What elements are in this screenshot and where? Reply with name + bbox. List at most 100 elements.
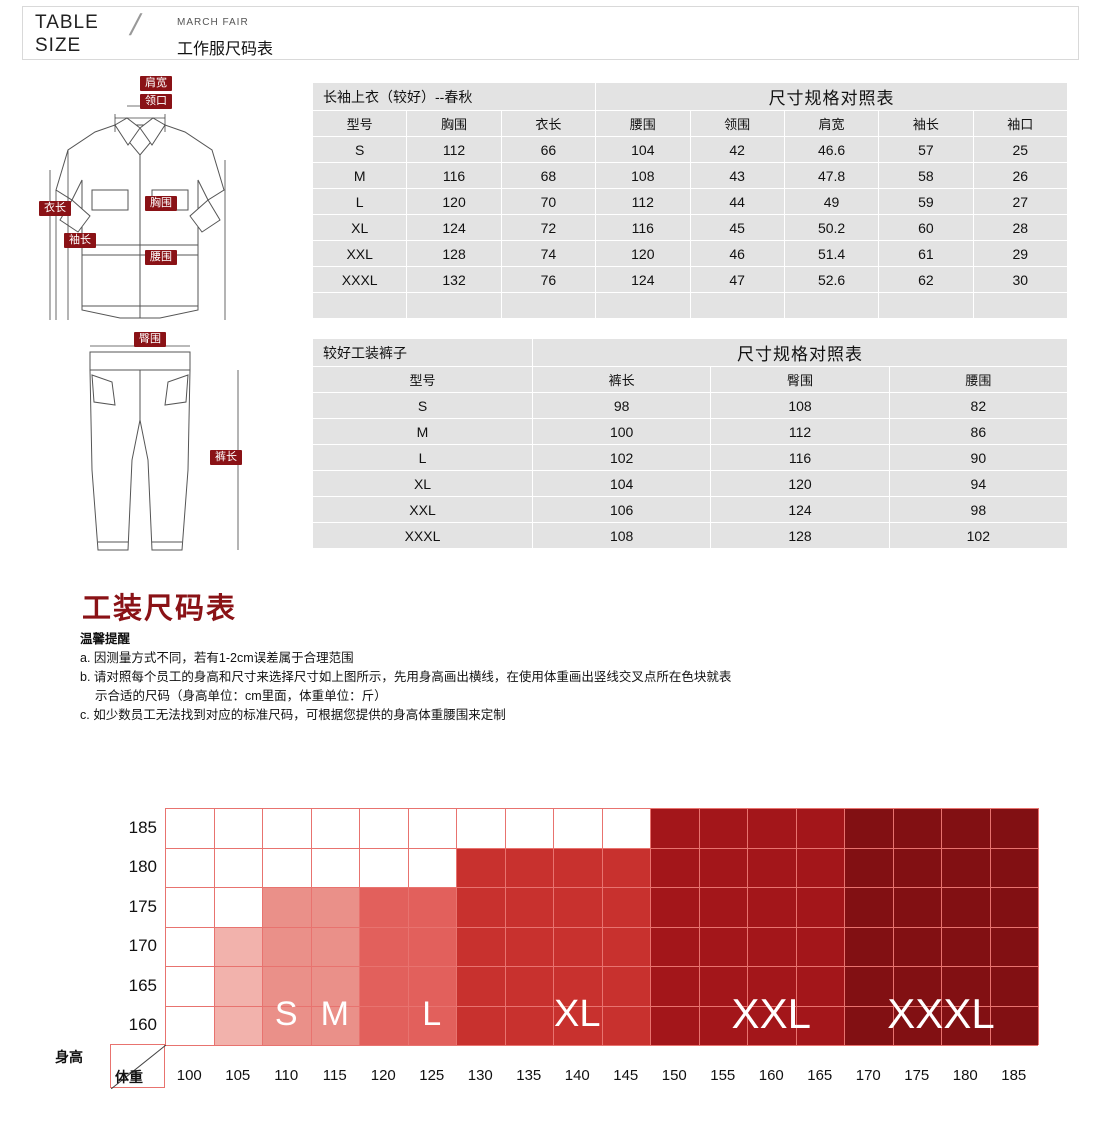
figure-label-chest: 胸围 [145,196,177,211]
jacket-table-band: 长袖上衣（较好）--春秋 尺寸规格对照表 [311,82,1068,111]
cell-shoulder: 49 [783,188,880,215]
matrix-x-tick: 160 [758,1067,784,1084]
pants-size-table: 较好工装裤子 尺寸规格对照表 型号 裤长 臀围 腰围 S 98 108 82 M… [312,338,1069,549]
garment-drawing [49,105,239,551]
cell-cuff: 28 [972,214,1069,241]
pants-table-band-center: 尺寸规格对照表 [532,338,1068,367]
note-b-line2: 示合适的尺码（身高单位：cm里面，体重单位：斤） [95,689,387,703]
cell-waist: 98 [888,496,1069,523]
matrix-x-tick: 120 [370,1067,396,1084]
pants-col-model: 型号 [312,366,533,393]
table-row: M 116 68 108 43 47.8 58 26 [311,162,1069,189]
cell-model: XL [312,470,533,497]
figure-label-pants-length: 裤长 [210,450,242,465]
matrix-size-label-m: M [320,995,349,1034]
cell-waist: 116 [595,214,691,241]
cell-waist: 94 [888,470,1069,497]
pants-col-hip: 臀围 [710,366,890,393]
matrix-x-tick: 100 [176,1067,202,1084]
cell-length: 74 [500,240,597,267]
table-row: XXXL 108 128 102 [312,522,1069,549]
header-brand: MARCH FAIR [177,17,249,28]
jacket-col-model: 型号 [311,110,408,137]
cell-model: XL [311,214,408,241]
figure-label-waist: 腰围 [145,250,177,265]
cell-collar: 44 [689,188,785,215]
cell-waist: 90 [888,444,1069,471]
header-title-en: TABLE SIZE [35,11,99,57]
note-c: c. 如少数员工无法找到对应的标准尺码，可根据您提供的身高体重腰围来定制 [80,708,506,722]
matrix-gridline-horizontal [165,887,1038,888]
matrix-x-tick: 170 [855,1067,881,1084]
matrix-axis-corner [110,1044,166,1089]
pants-col-waist: 腰围 [888,366,1069,393]
header-title-cn: 工作服尺码表 [177,41,274,58]
cell-waist: 104 [595,136,691,163]
cell-waist: 112 [595,188,691,215]
table-row: L 102 116 90 [312,444,1069,471]
header-divider-slash: / [127,9,144,42]
matrix-x-tick: 105 [225,1067,251,1084]
cell-pants-length: 100 [531,418,712,445]
cell-model: M [312,418,533,445]
cell-chest: 112 [406,136,502,163]
matrix-size-label-l: L [422,995,442,1034]
header-title-en-line2: SIZE [35,35,82,56]
cell-pants-length: 98 [531,392,712,419]
table-row: M 100 112 86 [312,418,1069,445]
note-a: a. 因测量方式不同，若有1-2cm误差属于合理范围 [80,651,354,665]
cell-shoulder: 47.8 [783,162,880,189]
matrix-x-tick: 115 [322,1067,347,1084]
matrix-gridline-horizontal [165,808,1038,809]
matrix-y-tick: 160 [128,1015,157,1035]
cell-sleeve: 57 [878,136,974,163]
cell-sleeve: 61 [878,240,974,267]
cell-sleeve: 58 [878,162,974,189]
matrix-gridline-horizontal [165,926,1038,928]
cell-collar: 45 [689,214,785,241]
figure-label-shoulder: 肩宽 [140,76,172,91]
cell-collar: 46 [689,240,785,267]
matrix-gridline-vertical [1038,808,1039,1045]
jacket-col-collar: 领围 [689,110,785,137]
cell-waist: 102 [888,522,1069,549]
cell-length: 76 [500,266,597,293]
cell-collar: 47 [689,266,785,293]
cell-length: 68 [500,162,597,189]
jacket-table-band-center: 尺寸规格对照表 [595,82,1068,111]
table-row: XL 104 120 94 [312,470,1069,497]
cell-hip: 124 [710,496,890,523]
cell-cuff: 30 [972,266,1069,293]
header-title-en-line1: TABLE [35,12,99,33]
matrix-x-tick: 125 [419,1067,445,1084]
matrix-x-tick: 165 [807,1067,833,1084]
matrix-y-tick: 165 [128,975,157,995]
section-title-size-chart: 工装尺码表 [82,593,238,625]
cell-shoulder: 50.2 [783,214,880,241]
cell-waist: 86 [888,418,1069,445]
figure-label-collar: 领口 [140,94,172,109]
matrix-x-tick: 175 [904,1067,930,1084]
matrix-gridline-horizontal [165,847,1038,849]
note-b-line1: b. 请对照每个员工的身高和尺寸来选择尺寸如上图所示，先用身高画出横线，在使用体… [80,670,732,684]
jacket-col-chest: 胸围 [406,110,502,137]
matrix-x-tick: 130 [467,1067,493,1084]
figure-label-hip: 臀围 [134,332,166,347]
cell-model: L [311,188,408,215]
matrix-size-label-xl: XL [554,993,601,1036]
matrix-axis-label-height: 身高 [55,1049,83,1065]
matrix-x-tick: 155 [710,1067,736,1084]
cell-model: XXL [311,240,408,267]
table-row: XXL 128 74 120 46 51.4 61 29 [311,240,1069,267]
cell-collar: 43 [689,162,785,189]
cell-model: S [311,136,408,163]
cell-cuff: 27 [972,188,1069,215]
cell-length: 70 [500,188,597,215]
page-header: TABLE SIZE / MARCH FAIR 工作服尺码表 [22,6,1079,60]
matrix-y-tick: 180 [128,857,157,877]
cell-chest: 132 [406,266,502,293]
notes-heading: 温馨提醒 [80,632,131,646]
matrix-y-tick: 175 [128,896,157,916]
cell-pants-length: 104 [531,470,712,497]
matrix-axis-label-weight: 体重 [115,1069,143,1085]
